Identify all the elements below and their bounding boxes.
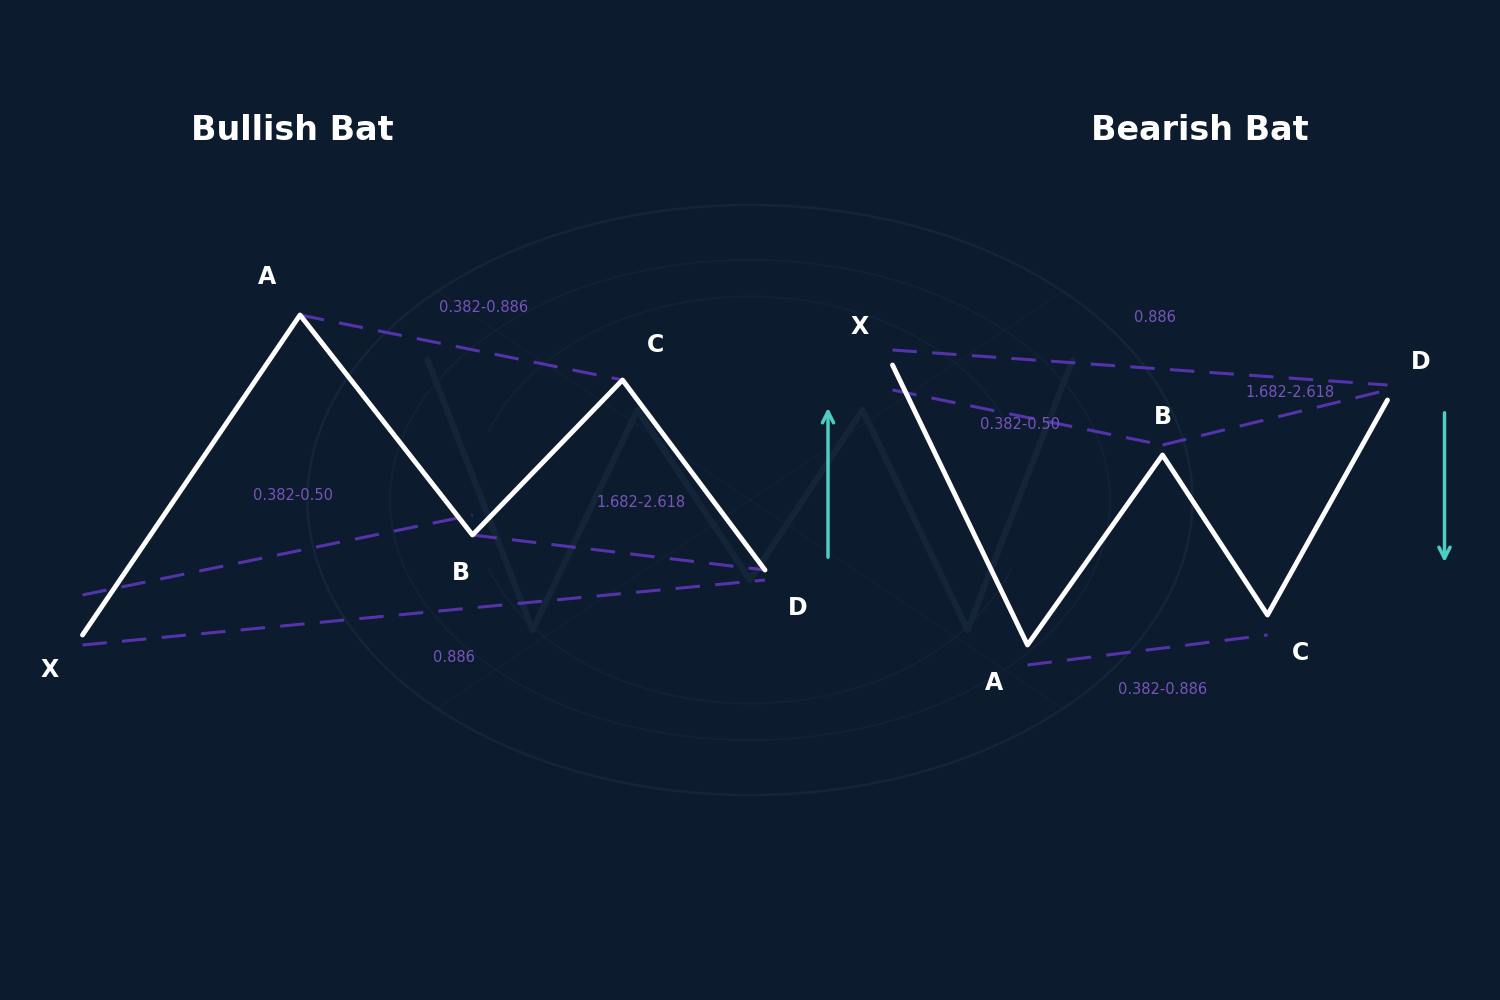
Text: C: C — [646, 333, 664, 357]
Text: 1.682-2.618: 1.682-2.618 — [1245, 385, 1335, 400]
Text: 0.382-0.50: 0.382-0.50 — [980, 417, 1060, 432]
Text: Bullish Bat: Bullish Bat — [190, 113, 394, 146]
Text: Bearish Bat: Bearish Bat — [1090, 113, 1310, 146]
Text: 0.886: 0.886 — [1134, 310, 1176, 325]
Text: B: B — [452, 561, 470, 585]
Text: B: B — [1154, 405, 1172, 429]
Text: 0.382-0.886: 0.382-0.886 — [1118, 682, 1208, 698]
Text: D: D — [788, 596, 808, 620]
Text: D: D — [1410, 350, 1431, 374]
Text: A: A — [986, 671, 1004, 695]
Text: X: X — [850, 315, 868, 339]
Text: A: A — [258, 265, 276, 289]
Text: 0.886: 0.886 — [433, 650, 474, 665]
Text: C: C — [1292, 641, 1310, 665]
Text: 0.382-0.886: 0.382-0.886 — [440, 300, 528, 315]
Text: 0.382-0.50: 0.382-0.50 — [252, 488, 333, 502]
Text: X: X — [40, 658, 58, 682]
Text: 1.682-2.618: 1.682-2.618 — [597, 495, 686, 510]
